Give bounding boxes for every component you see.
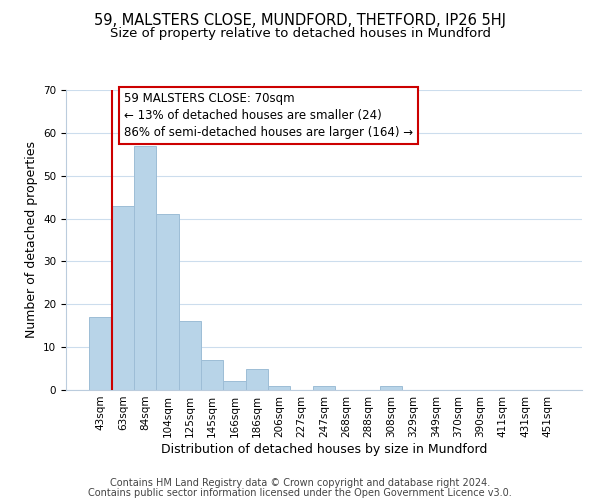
Bar [268, 386, 290, 390]
Text: 59 MALSTERS CLOSE: 70sqm
← 13% of detached houses are smaller (24)
86% of semi-d: 59 MALSTERS CLOSE: 70sqm ← 13% of detach… [124, 92, 413, 139]
Bar [380, 386, 402, 390]
Bar [112, 206, 134, 390]
Bar [246, 368, 268, 390]
Bar [223, 382, 246, 390]
Y-axis label: Number of detached properties: Number of detached properties [25, 142, 38, 338]
Text: Size of property relative to detached houses in Mundford: Size of property relative to detached ho… [110, 28, 491, 40]
Bar [201, 360, 223, 390]
Bar [179, 322, 201, 390]
Bar [313, 386, 335, 390]
X-axis label: Distribution of detached houses by size in Mundford: Distribution of detached houses by size … [161, 442, 487, 456]
Text: 59, MALSTERS CLOSE, MUNDFORD, THETFORD, IP26 5HJ: 59, MALSTERS CLOSE, MUNDFORD, THETFORD, … [94, 12, 506, 28]
Bar [134, 146, 157, 390]
Text: Contains HM Land Registry data © Crown copyright and database right 2024.: Contains HM Land Registry data © Crown c… [110, 478, 490, 488]
Bar [89, 317, 112, 390]
Text: Contains public sector information licensed under the Open Government Licence v3: Contains public sector information licen… [88, 488, 512, 498]
Bar [157, 214, 179, 390]
